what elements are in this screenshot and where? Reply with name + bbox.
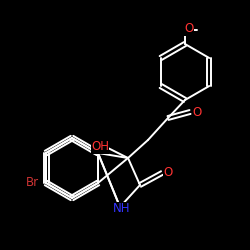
Text: Br: Br	[26, 176, 38, 190]
Text: NH: NH	[113, 202, 131, 214]
Text: O: O	[192, 106, 202, 118]
Text: O: O	[184, 22, 194, 36]
Text: OH: OH	[91, 140, 109, 153]
Text: O: O	[164, 166, 172, 179]
